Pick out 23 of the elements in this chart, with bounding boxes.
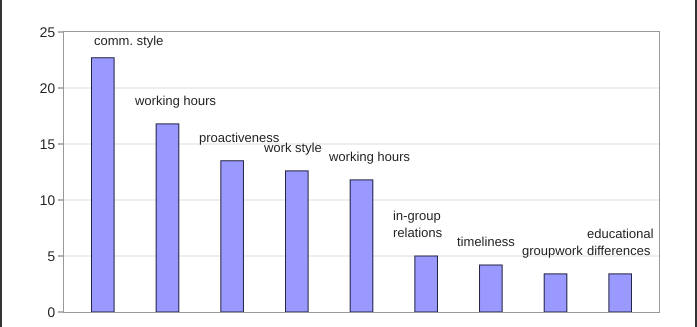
y-tick-label: 20	[40, 80, 56, 96]
bar	[414, 256, 438, 312]
bar	[156, 123, 180, 312]
annotation: timeliness	[457, 234, 516, 249]
y-tick-label: 5	[47, 248, 56, 264]
bar	[220, 160, 244, 312]
annotation: in-group relations	[393, 208, 443, 240]
y-tick-label: 15	[40, 136, 56, 152]
y-tick-label: 10	[40, 192, 56, 208]
bar	[608, 273, 632, 312]
annotation: working hours	[134, 93, 216, 108]
annotation: working hours	[328, 149, 410, 164]
y-tick-label: 0	[47, 304, 56, 320]
bar	[350, 179, 374, 312]
annotation: comm. style	[94, 33, 164, 48]
bar	[285, 170, 309, 312]
bar	[90, 57, 115, 312]
annotation: groupwork	[522, 243, 584, 258]
bar	[479, 264, 503, 312]
annotation: proactiveness	[199, 130, 280, 145]
annotation: educational differences	[587, 226, 654, 258]
bar	[544, 273, 568, 312]
y-tick-label: 25	[40, 24, 56, 40]
